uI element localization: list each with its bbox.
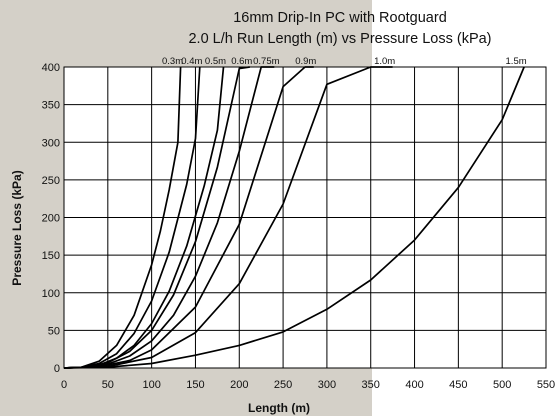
y-tick-label: 100 xyxy=(42,288,60,300)
series-label: 1.5m xyxy=(506,56,527,67)
y-tick-label: 200 xyxy=(42,213,60,225)
x-tick-label: 150 xyxy=(186,379,204,391)
x-tick-label: 450 xyxy=(449,379,467,391)
x-tick-label: 0 xyxy=(61,379,67,391)
x-tick-label: 550 xyxy=(537,379,555,391)
series-label: 0.5m xyxy=(205,56,226,67)
series-label: 0.75m xyxy=(253,56,279,67)
x-tick-label: 500 xyxy=(493,379,511,391)
chart-title: 16mm Drip-In PC with Rootguard xyxy=(233,10,447,26)
x-tick-label: 350 xyxy=(362,379,380,391)
y-tick-label: 350 xyxy=(42,100,60,112)
series-line-1.0m xyxy=(63,66,393,369)
x-tick-label: 250 xyxy=(274,379,292,391)
y-tick-label: 400 xyxy=(42,62,60,74)
x-tick-label: 100 xyxy=(142,379,160,391)
series-label: 1.0m xyxy=(374,56,395,67)
y-tick-label: 300 xyxy=(42,137,60,149)
y-tick-label: 150 xyxy=(42,250,60,262)
x-tick-label: 400 xyxy=(405,379,423,391)
series-line-1.5m xyxy=(63,66,525,369)
series-label: 0.9m xyxy=(295,56,316,67)
series-label: 0.4m xyxy=(181,56,202,67)
y-tick-label: 50 xyxy=(48,325,60,337)
series-layer xyxy=(63,66,525,369)
tick-labels: 0 50 100 150 200 250 300 350 400 450 500 550 0 50 100 1… xyxy=(42,62,556,391)
series-labels: 0.3m0.4m 0.5m 0.6m 0.75m 0.9m 1.0m 1.5m xyxy=(162,56,527,67)
x-axis-title: Length (m) xyxy=(248,401,310,415)
x-tick-label: 300 xyxy=(318,379,336,391)
series-label: 0.6m xyxy=(231,56,252,67)
y-tick-label: 250 xyxy=(42,175,60,187)
x-tick-label: 200 xyxy=(230,379,248,391)
x-tick-label: 50 xyxy=(102,379,114,391)
y-tick-label: 0 xyxy=(54,363,60,375)
series-line-0.3m xyxy=(63,66,182,369)
chart-subtitle: 2.0 L/h Run Length (m) vs Pressure Loss … xyxy=(188,31,492,47)
grid xyxy=(63,66,547,369)
y-axis-title: Pressure Loss (kPa) xyxy=(10,170,24,285)
series-label: 0.3m xyxy=(162,56,183,67)
